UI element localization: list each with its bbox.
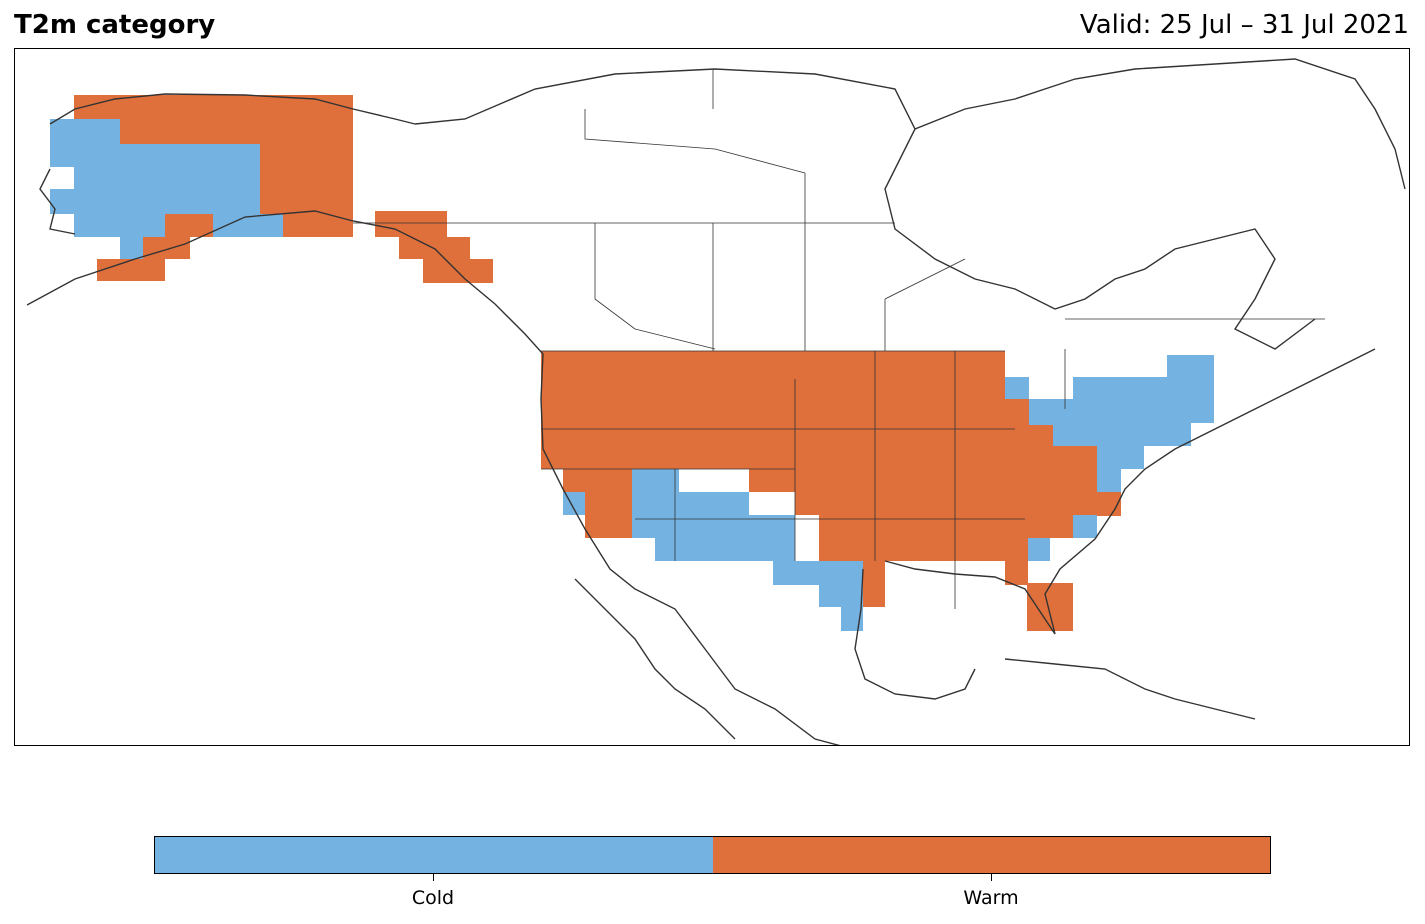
colorbar-warm-segment xyxy=(712,837,1270,873)
map-title: T2m category xyxy=(14,10,216,40)
colorbar-label-warm: Warm xyxy=(963,887,1019,909)
colorbar-tick-cold xyxy=(433,874,434,881)
colorbar-label-cold: Cold xyxy=(411,887,455,909)
cold-region xyxy=(50,119,1214,631)
coastlines xyxy=(26,58,1406,745)
political-borders xyxy=(353,69,1325,609)
colorbar-tick-warm xyxy=(991,874,992,881)
colorbar-cold-segment xyxy=(155,837,713,873)
category-colorbar xyxy=(154,836,1271,874)
north-america-map xyxy=(26,58,1406,745)
map-panel xyxy=(14,48,1410,746)
valid-period: Valid: 25 Jul – 31 Jul 2021 xyxy=(1079,10,1409,40)
